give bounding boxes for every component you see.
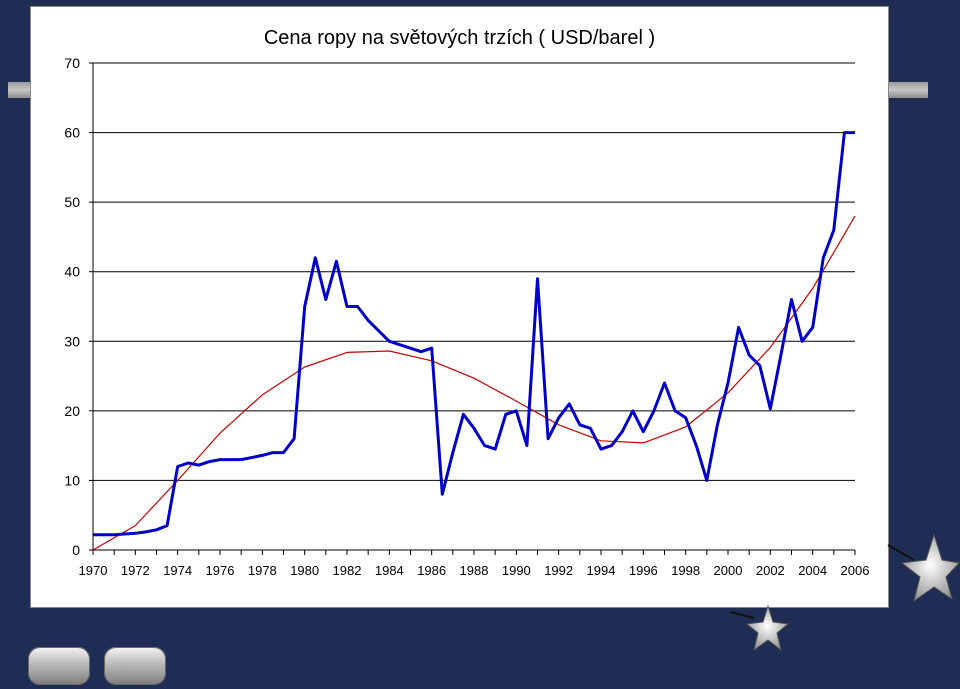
y-tick-label: 50: [64, 194, 80, 210]
x-tick-label: 1988: [460, 563, 489, 578]
line-chart: 0 10 20 30 40 50 60 70 1970 1972 1974 1976 1978 1980 1…: [64, 55, 870, 578]
next-slide-button[interactable]: [104, 647, 166, 685]
x-tick-label: 2002: [756, 563, 785, 578]
y-tick-label: 0: [72, 542, 80, 558]
x-tick-label: 2000: [714, 563, 743, 578]
x-tick-label: 1984: [375, 563, 404, 578]
y-tick-label: 10: [64, 472, 80, 488]
x-tick-label: 1980: [290, 563, 319, 578]
x-tick-label: 1994: [587, 563, 616, 578]
x-tick-label: 1974: [163, 563, 192, 578]
star-icon: [887, 533, 960, 603]
x-tick-label: 2004: [798, 563, 827, 578]
x-tick-label: 1978: [248, 563, 277, 578]
decor-bar-right: [886, 82, 928, 98]
x-tick-label: 1972: [121, 563, 150, 578]
x-tick-label: 1998: [671, 563, 700, 578]
previous-slide-button[interactable]: [28, 647, 90, 685]
chart-panel: Cena ropy na světových trzích ( USD/bare…: [30, 6, 889, 608]
y-tick-label: 60: [64, 125, 80, 141]
x-tick-label: 2006: [841, 563, 870, 578]
chart-title: Cena ropy na světových trzích ( USD/bare…: [263, 27, 656, 49]
x-tick-label: 1992: [544, 563, 573, 578]
y-tick-label: 20: [64, 403, 80, 419]
x-tick-label: 1976: [206, 563, 235, 578]
x-tick-label: 1990: [502, 563, 531, 578]
x-tick-label: 1986: [417, 563, 446, 578]
price-series-line: [93, 131, 855, 537]
y-tick-label: 30: [64, 333, 80, 349]
y-tick-label: 40: [64, 264, 80, 280]
x-tick-label: 1996: [629, 563, 658, 578]
trend-series-line: [92, 215, 856, 551]
star-icon: [729, 604, 790, 652]
x-tick-label: 1970: [79, 563, 108, 578]
x-tick-label: 1982: [333, 563, 362, 578]
y-tick-label: 70: [64, 55, 80, 71]
